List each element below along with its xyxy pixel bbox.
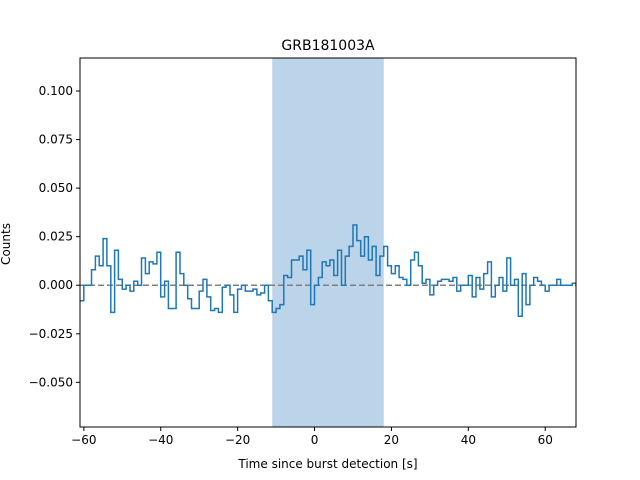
y-tick-label: 0.025 [39, 230, 73, 244]
x-tick-label: 20 [384, 433, 399, 447]
y-tick-label: −0.025 [29, 327, 73, 341]
plot-area [79, 57, 577, 428]
y-tick-label: 0.050 [39, 181, 73, 195]
y-tick-label: 0.000 [39, 278, 73, 292]
x-tick-label: 40 [461, 433, 476, 447]
y-axis-label: Counts [0, 223, 13, 265]
y-tick-label: −0.050 [29, 375, 73, 389]
x-tick-label: −60 [71, 433, 96, 447]
x-axis-ticks: −60 −40 −20 0 20 40 60 [71, 427, 553, 447]
x-tick-label: −40 [148, 433, 173, 447]
x-tick-label: 60 [538, 433, 553, 447]
chart-title: GRB181003A [281, 38, 375, 54]
x-axis-label: Time since burst detection [s] [237, 457, 417, 471]
highlight-span [272, 58, 384, 427]
x-tick-label: −20 [225, 433, 250, 447]
y-tick-label: 0.075 [39, 133, 73, 147]
counts-step-line [80, 224, 576, 318]
y-tick-label: 0.100 [39, 84, 73, 98]
axes-frame [79, 57, 577, 428]
y-axis-ticks: −0.050 −0.025 0.000 0.025 0.050 0.075 0.100 [29, 84, 80, 389]
x-tick-label: 0 [311, 433, 319, 447]
